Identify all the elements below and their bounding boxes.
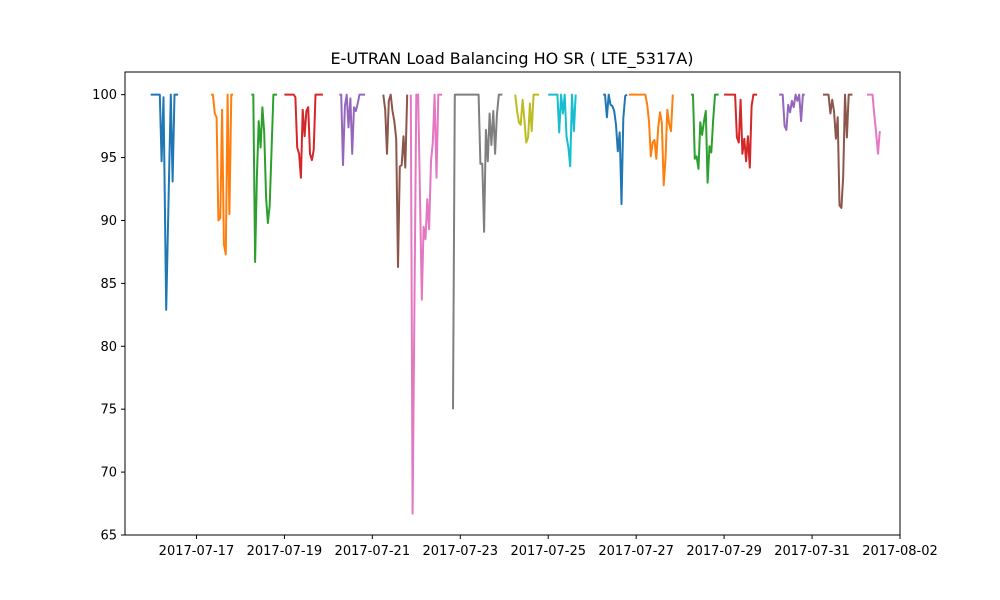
series-line-2 <box>211 93 234 256</box>
series-line-5 <box>339 93 365 167</box>
x-tick-label-8: 2017-08-02 <box>862 544 938 559</box>
y-tick-label-4: 85 <box>100 277 117 292</box>
y-tick-label-7: 100 <box>92 88 117 103</box>
plot-frame <box>124 71 901 536</box>
x-axis-ticks: 2017-07-17 2017-07-19 2017-07-21 2017-07-23… <box>159 535 938 559</box>
series-line-16 <box>823 93 853 209</box>
series-line-17 <box>867 93 881 155</box>
series-line-4 <box>284 93 323 179</box>
y-tick-label-1: 70 <box>100 466 117 481</box>
x-tick-label-2: 2017-07-21 <box>335 544 411 559</box>
y-tick-label-5: 90 <box>100 214 117 229</box>
x-tick-label-7: 2017-07-31 <box>774 544 850 559</box>
y-tick-label-3: 80 <box>100 340 117 355</box>
series-line-1 <box>150 93 179 311</box>
x-tick-label-0: 2017-07-17 <box>159 544 235 559</box>
series-line-12 <box>628 93 674 187</box>
series-line-3 <box>251 93 278 263</box>
series-line-7 <box>409 93 442 515</box>
series-line-11 <box>603 93 628 206</box>
y-tick-label-6: 95 <box>100 151 117 166</box>
series-line-9 <box>514 93 540 144</box>
series-line-14 <box>724 93 758 169</box>
series-layer <box>150 93 881 515</box>
x-tick-label-1: 2017-07-19 <box>247 544 323 559</box>
series-line-6 <box>382 93 409 268</box>
chart-title: E-UTRAN Load Balancing HO SR ( LTE_5317A… <box>331 49 694 69</box>
series-line-15 <box>779 93 805 131</box>
x-tick-label-3: 2017-07-23 <box>423 544 499 559</box>
series-line-10 <box>548 93 577 168</box>
x-tick-label-6: 2017-07-29 <box>686 544 762 559</box>
x-tick-label-5: 2017-07-27 <box>598 544 674 559</box>
series-line-8 <box>452 93 503 410</box>
axes-layer <box>124 71 901 536</box>
series-line-13 <box>691 93 719 184</box>
y-axis-ticks: 65 70 75 80 85 90 95 100 <box>92 88 125 544</box>
y-tick-label-0: 65 <box>100 529 117 544</box>
x-tick-label-4: 2017-07-25 <box>510 544 586 559</box>
y-tick-label-2: 75 <box>100 403 117 418</box>
